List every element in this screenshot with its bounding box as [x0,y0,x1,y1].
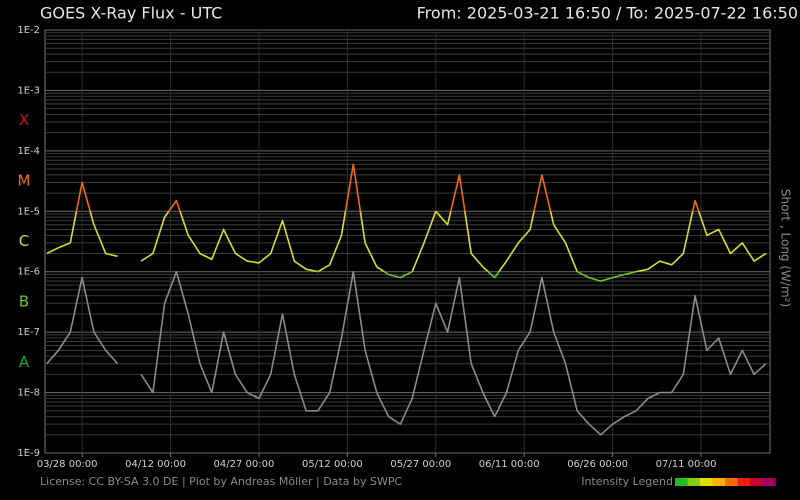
time-range: From: 2025-03-21 16:50 / To: 2025-07-22 … [417,4,798,23]
intensity-swatch [687,478,701,486]
intensity-swatch [700,478,713,486]
intensity-swatch [712,478,726,486]
y-axis-label: Short , Long (W/m²) [779,189,793,307]
y-tick-label: 1E-7 [17,327,40,338]
intensity-legend-label: Intensity Legend [581,475,673,488]
class-label: B [19,292,29,310]
x-tick-label: 04/12 00:00 [125,459,186,470]
y-tick-label: 1E-6 [17,267,40,278]
footer-credits: License: CC BY-SA 3.0 DE | Plot by Andre… [40,475,402,488]
x-tick-label: 06/26 00:00 [567,459,628,470]
y-tick-label: 1E-4 [17,146,40,157]
x-tick-label: 03/28 00:00 [37,459,98,470]
intensity-swatch [750,478,763,486]
class-label: A [19,353,30,371]
plot-area [44,29,771,454]
y-tick-label: 1E-8 [17,388,40,399]
y-tick-label: 1E-3 [17,85,40,96]
x-tick-label: 07/11 00:00 [656,459,717,470]
series-line [46,163,767,282]
intensity-swatch [737,478,751,486]
x-tick-label: 04/27 00:00 [214,459,275,470]
x-tick-label: 05/27 00:00 [390,459,451,470]
y-tick-label: 1E-2 [17,25,40,36]
y-tick-label: 1E-9 [17,448,40,459]
intensity-swatch [675,478,688,486]
class-label: X [19,111,29,129]
chart-title: GOES X-Ray Flux - UTC [40,4,222,23]
class-label: M [18,172,31,190]
series-line [46,270,767,436]
intensity-swatch [762,478,776,486]
class-label: C [19,232,29,250]
x-tick-label: 06/11 00:00 [479,459,540,470]
x-tick-label: 05/12 00:00 [302,459,363,470]
intensity-swatch [725,478,738,486]
y-tick-label: 1E-5 [17,206,40,217]
